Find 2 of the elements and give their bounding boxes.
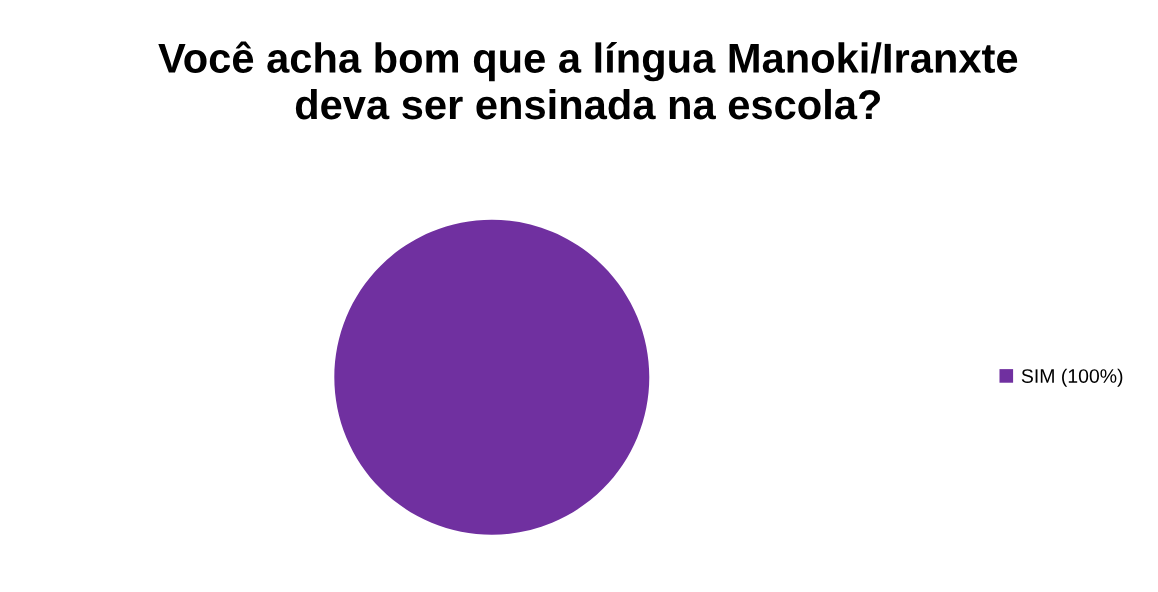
chart-title: Você acha bom que a língua Manoki/Iranxte deva ser ensinada na escola? [158,41,1018,120]
legend-label: SIM (100%) [1021,368,1123,387]
